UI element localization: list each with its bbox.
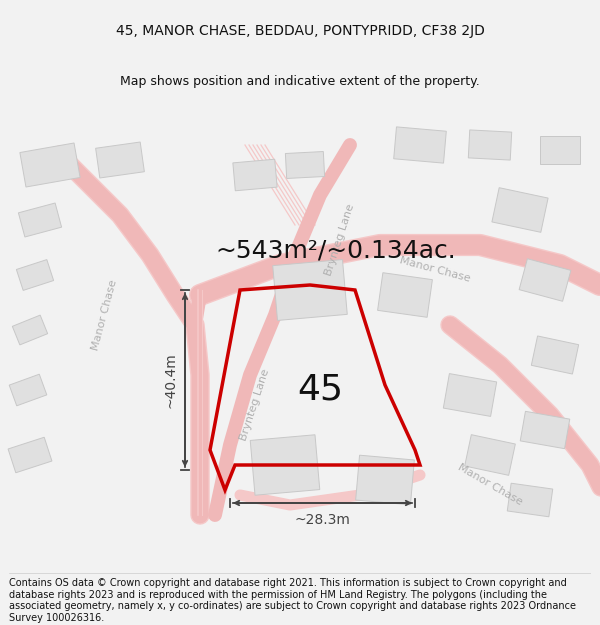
Bar [95, 142, 145, 178]
Bar [9, 374, 47, 406]
Text: Brynteg Lane: Brynteg Lane [239, 368, 271, 442]
Bar [233, 159, 277, 191]
Bar [394, 127, 446, 163]
Bar [356, 455, 415, 505]
Bar [464, 434, 515, 476]
Text: Contains OS data © Crown copyright and database right 2021. This information is : Contains OS data © Crown copyright and d… [9, 578, 576, 623]
Bar [286, 151, 325, 179]
Bar [507, 483, 553, 517]
Text: 45: 45 [297, 373, 343, 407]
Bar [540, 136, 580, 164]
Bar [8, 438, 52, 472]
Bar [492, 188, 548, 232]
Text: ~28.3m: ~28.3m [295, 513, 350, 527]
Bar [13, 315, 47, 345]
Text: ~543m²/~0.134ac.: ~543m²/~0.134ac. [215, 238, 456, 262]
Bar [520, 411, 570, 449]
Bar [20, 143, 80, 187]
Bar [532, 336, 578, 374]
Bar [273, 259, 347, 321]
Bar [19, 203, 62, 237]
Bar [519, 259, 571, 301]
Text: Manor Chase: Manor Chase [398, 256, 472, 284]
Text: Manor Chase: Manor Chase [91, 279, 119, 351]
Text: 45, MANOR CHASE, BEDDAU, PONTYPRIDD, CF38 2JD: 45, MANOR CHASE, BEDDAU, PONTYPRIDD, CF3… [116, 24, 484, 38]
Text: Brynteg Lane: Brynteg Lane [323, 202, 356, 278]
Text: Manor Chase: Manor Chase [456, 462, 524, 508]
Bar [250, 435, 320, 495]
Text: ~40.4m: ~40.4m [163, 352, 177, 408]
Bar [468, 130, 512, 160]
Bar [443, 374, 497, 416]
Bar [16, 259, 53, 291]
Bar [377, 272, 433, 318]
Text: Map shows position and indicative extent of the property.: Map shows position and indicative extent… [120, 75, 480, 88]
